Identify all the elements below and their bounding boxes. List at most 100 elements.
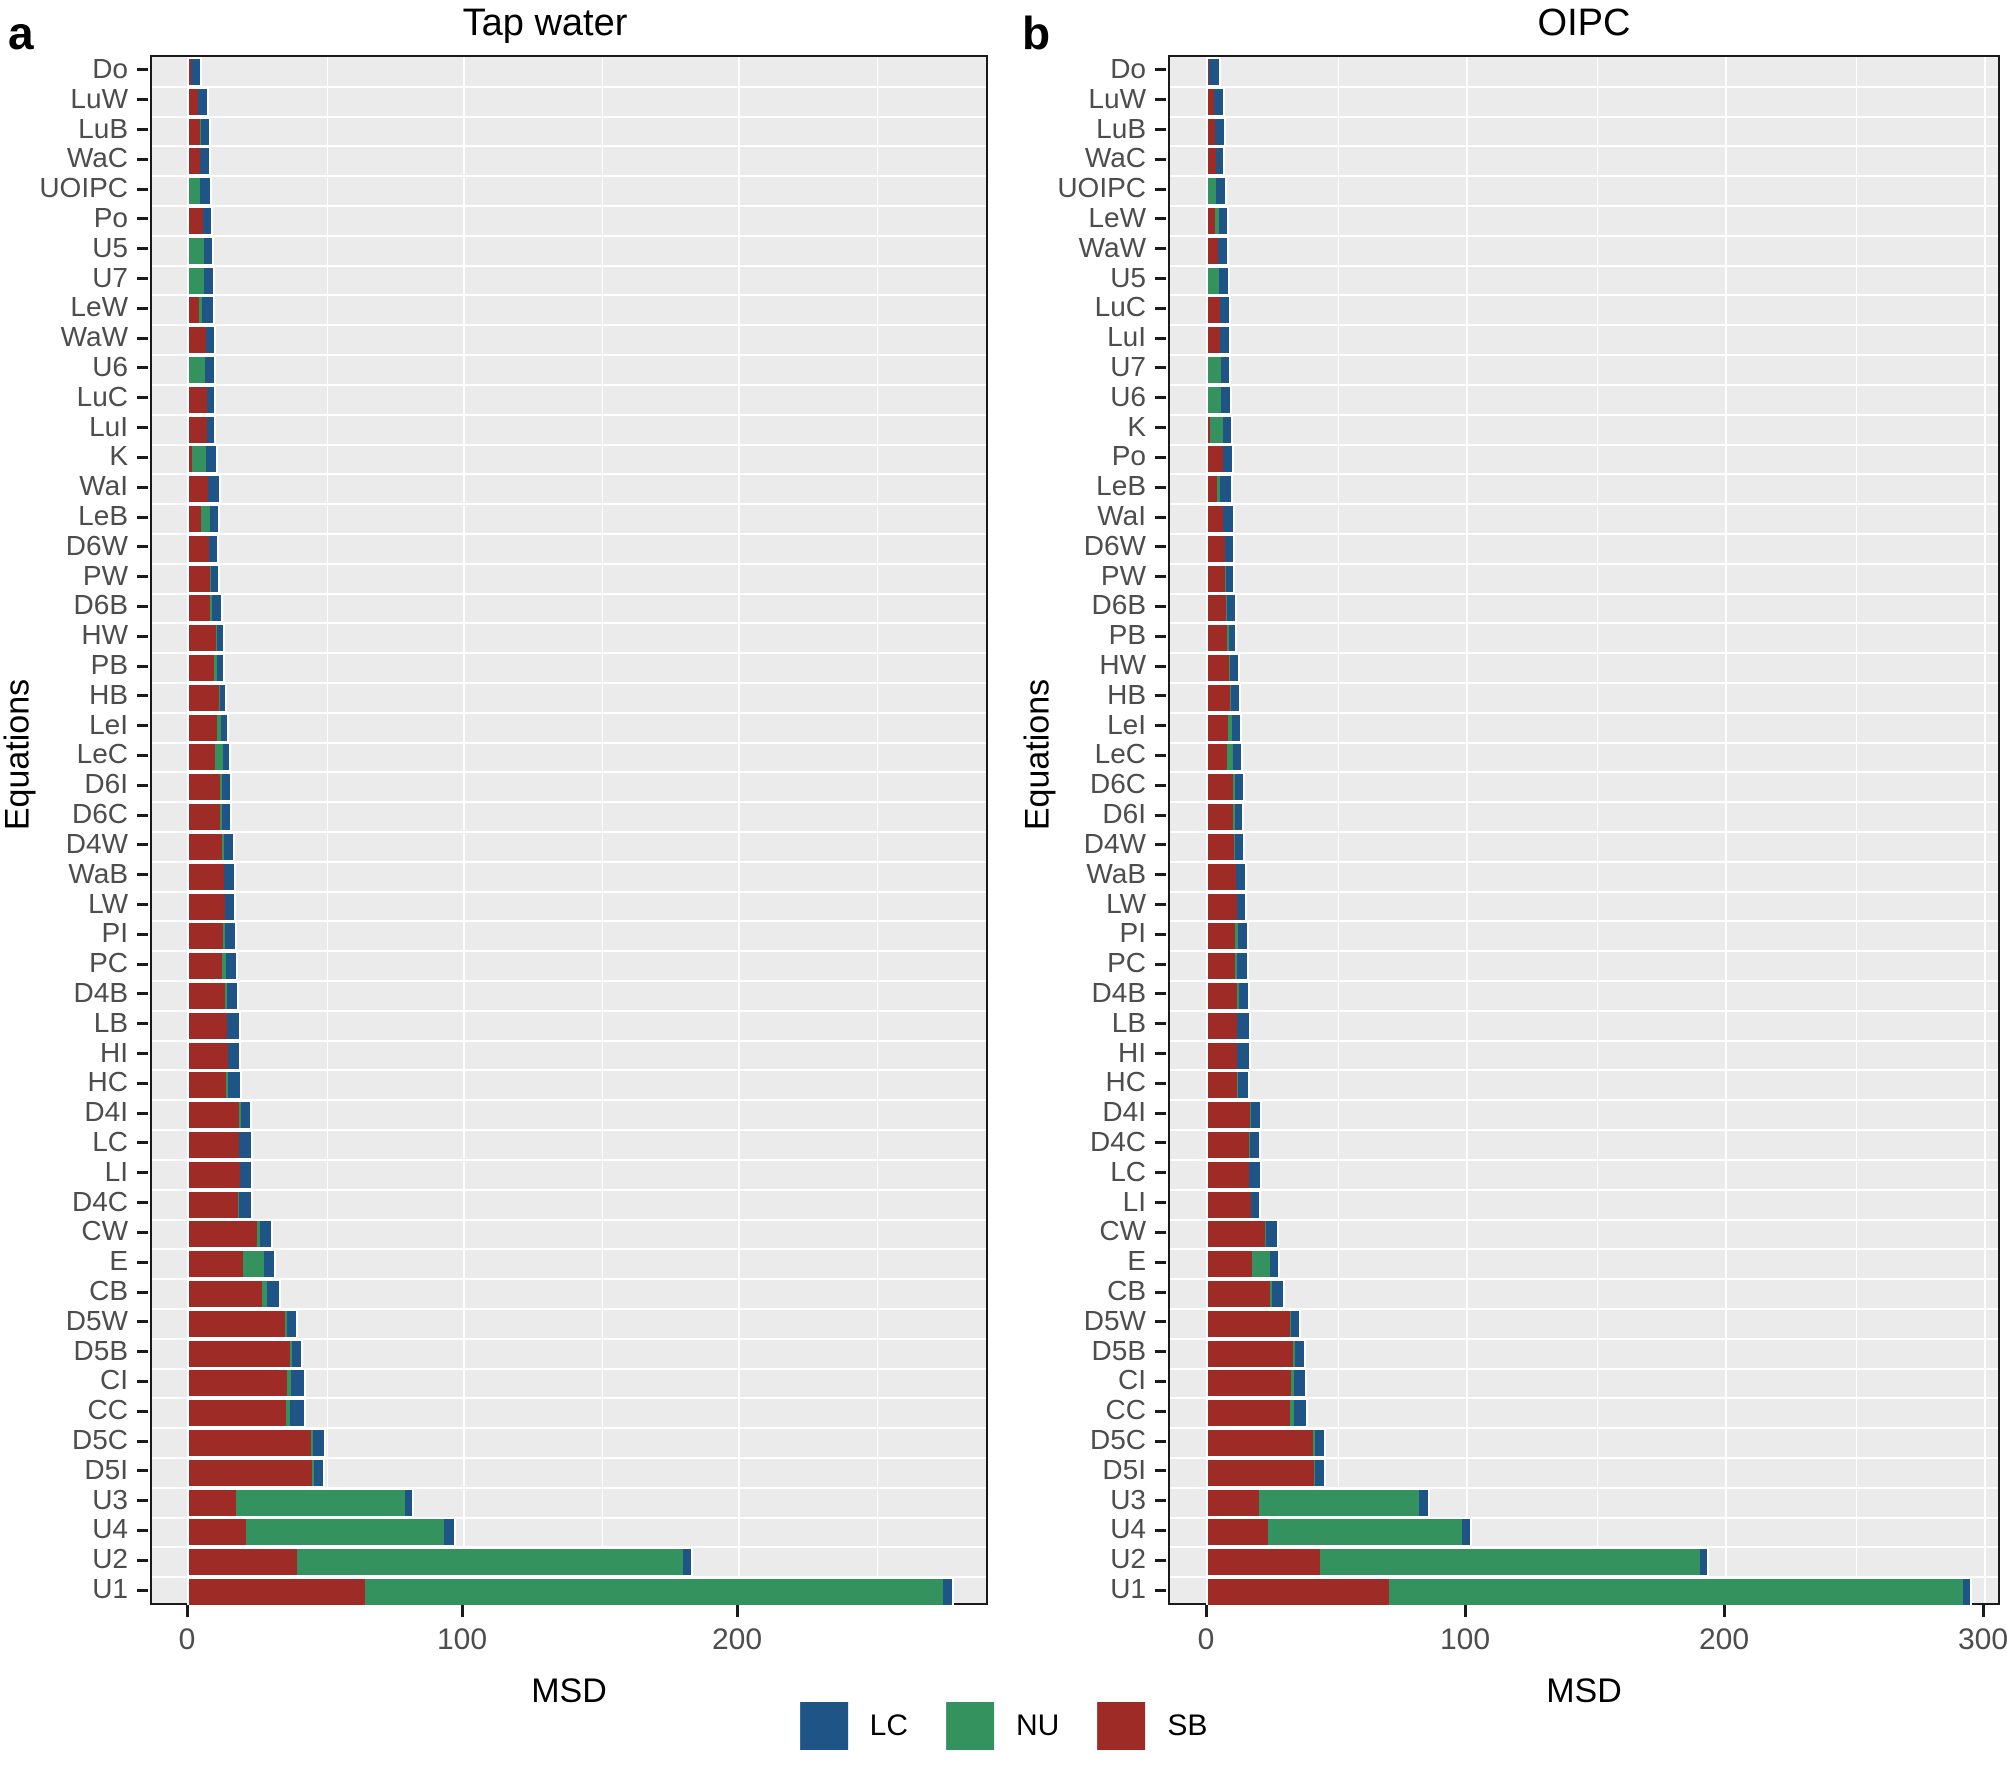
bar-segment-lc xyxy=(225,953,237,980)
bar-segment-lc xyxy=(225,923,235,950)
y-tick xyxy=(1155,306,1166,310)
bar-segment-lc xyxy=(1225,565,1234,592)
y-tick xyxy=(137,843,148,847)
y-tick-label: LC xyxy=(92,1125,128,1157)
bar-segment-lc xyxy=(1236,863,1245,890)
x-tick xyxy=(1463,1605,1467,1617)
y-tick xyxy=(1155,1260,1166,1264)
bar-segment-lc xyxy=(266,1281,280,1308)
bar-segment-sb xyxy=(189,207,204,234)
y-tick-label: HW xyxy=(81,619,128,651)
y-gridline xyxy=(1170,1576,1998,1579)
y-gridline xyxy=(1170,1248,1998,1251)
legend-label-lc: LC xyxy=(869,1709,908,1742)
y-tick xyxy=(1155,1588,1166,1592)
bar-segment-lc xyxy=(201,118,210,145)
y-tick xyxy=(137,217,148,221)
bar-segment-nu xyxy=(226,1072,229,1099)
bar-segment-sb xyxy=(189,386,207,413)
y-tick-label: D5B xyxy=(1091,1334,1146,1366)
y-gridline xyxy=(1170,980,1998,983)
bar-row-wac xyxy=(1208,148,1224,175)
y-tick xyxy=(1155,1320,1166,1324)
bar-segment-nu xyxy=(1291,1370,1294,1397)
bar-segment-lc xyxy=(239,1161,251,1188)
bar-segment-lc xyxy=(211,565,218,592)
bar-row-pi xyxy=(189,923,235,950)
bar-segment-sb xyxy=(1208,1281,1270,1308)
bar-segment-sb xyxy=(189,923,224,950)
bar-segment-lc xyxy=(1224,535,1233,562)
bar-segment-nu xyxy=(261,1281,267,1308)
bar-segment-lc xyxy=(1227,595,1236,622)
bar-segment-nu xyxy=(1268,1519,1463,1546)
y-tick xyxy=(1155,694,1166,698)
x-tick xyxy=(1204,1605,1208,1617)
y-gridline xyxy=(152,1129,986,1132)
y-tick xyxy=(137,545,148,549)
y-gridline xyxy=(1170,681,1998,684)
bar-segment-sb xyxy=(1208,1370,1292,1397)
bar-row-luc xyxy=(1208,297,1229,324)
y-tick-label: K xyxy=(109,440,128,472)
bar-segment-lc xyxy=(239,1191,251,1218)
x-tick-label: 200 xyxy=(711,1623,763,1656)
bar-row-po xyxy=(189,207,212,234)
y-gridline xyxy=(1170,1218,1998,1221)
bar-segment-lc xyxy=(197,88,208,115)
bar-segment-nu xyxy=(312,1459,314,1486)
y-tick xyxy=(137,694,148,698)
bar-row-lui xyxy=(1208,327,1230,354)
bar-segment-sb xyxy=(1208,923,1236,950)
y-gridline xyxy=(152,1516,986,1519)
bar-segment-sb xyxy=(189,1549,297,1576)
panel-b-tag: b xyxy=(1022,7,1051,59)
y-tick-label: LuB xyxy=(78,112,128,144)
bar-segment-nu xyxy=(1227,744,1234,771)
y-tick xyxy=(1155,545,1166,549)
bar-segment-nu xyxy=(1293,1340,1296,1367)
bar-segment-lc xyxy=(1293,1400,1306,1427)
bar-row-pi xyxy=(1208,923,1247,950)
bar-segment-sb xyxy=(189,833,223,860)
plot-area-b xyxy=(1168,55,2000,1606)
bar-segment-lc xyxy=(220,684,226,711)
y-tick-label: D4W xyxy=(1083,827,1146,859)
bar-segment-sb xyxy=(1208,1221,1265,1248)
bar-segment-nu xyxy=(1233,804,1235,831)
bar-row-d5w xyxy=(1208,1310,1300,1337)
bar-segment-sb xyxy=(1208,595,1226,622)
bar-segment-sb xyxy=(1208,1400,1291,1427)
y-gridline xyxy=(152,175,986,178)
bar-segment-sb xyxy=(1208,684,1230,711)
y-tick-label: WaW xyxy=(1078,231,1146,263)
bar-segment-nu xyxy=(225,982,227,1009)
bar-row-pb xyxy=(189,655,223,682)
y-gridline xyxy=(152,532,986,535)
y-gridline xyxy=(1170,115,1998,118)
y-tick-label: D5W xyxy=(65,1304,128,1336)
bar-row-u2 xyxy=(1208,1549,1708,1576)
y-tick xyxy=(137,426,148,430)
y-tick-label: U4 xyxy=(92,1513,128,1545)
bar-segment-sb xyxy=(1208,416,1211,443)
y-gridline xyxy=(1170,532,1998,535)
bar-segment-lc xyxy=(1231,714,1240,741)
bar-segment-sb xyxy=(189,953,223,980)
bar-segment-lc xyxy=(206,327,215,354)
y-tick-label: U3 xyxy=(1110,1483,1146,1515)
y-gridline xyxy=(152,354,986,357)
bar-row-u5 xyxy=(189,237,213,264)
bar-segment-nu xyxy=(1236,1072,1239,1099)
bar-segment-lc xyxy=(1218,237,1227,264)
y-gridline xyxy=(1170,741,1998,744)
y-tick xyxy=(137,1588,148,1592)
y-tick-label: HW xyxy=(1099,649,1146,681)
bar-segment-lc xyxy=(206,386,215,413)
bar-segment-lc xyxy=(1219,297,1229,324)
bar-segment-sb xyxy=(1208,506,1224,533)
bar-segment-lc xyxy=(1216,178,1225,205)
bar-segment-sb xyxy=(189,118,200,145)
bar-segment-nu xyxy=(222,953,226,980)
bar-segment-lc xyxy=(224,833,233,860)
